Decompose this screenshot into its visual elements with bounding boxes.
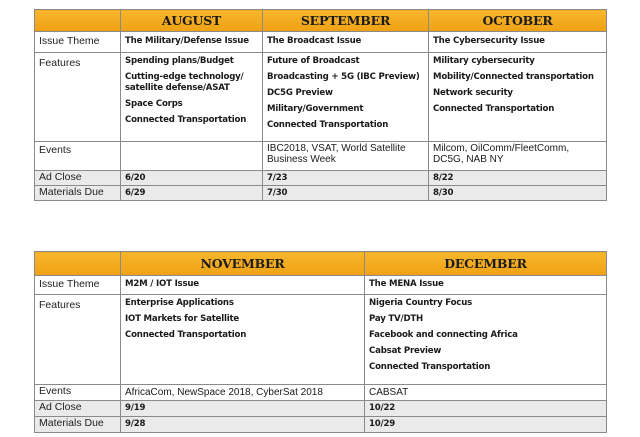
feature-item: Military/Government bbox=[267, 104, 364, 114]
features-october: Military cybersecurity Mobility/Connecte… bbox=[428, 52, 607, 142]
events-row: Events IBC2018, VSAT, World Satellite Bu… bbox=[34, 141, 607, 171]
features-december: Nigeria Country Focus Pay TV/DTH Faceboo… bbox=[364, 294, 607, 385]
materials-due-august: 6/29 bbox=[120, 185, 263, 201]
feature-item: Space Corps bbox=[125, 99, 183, 109]
features-september: Future of Broadcast Broadcasting + 5G (I… bbox=[262, 52, 429, 142]
feature-item: Future of Broadcast bbox=[267, 56, 360, 66]
month-header-september: SEPTEMBER bbox=[262, 9, 429, 32]
events-november: AfricaCom, NewSpace 2018, CyberSat 2018 bbox=[120, 384, 365, 401]
issue-theme-october: The Cybersecurity Issue bbox=[428, 31, 607, 53]
row-label-features: Features bbox=[34, 52, 121, 142]
issue-theme-august: The Military/Defense Issue bbox=[120, 31, 263, 53]
ad-close-october: 8/22 bbox=[428, 170, 607, 186]
row-label-ad-close: Ad Close bbox=[34, 400, 121, 417]
feature-item: Connected Transportation bbox=[125, 330, 247, 340]
feature-item: DC5G Preview bbox=[267, 88, 333, 98]
row-label-ad-close: Ad Close bbox=[34, 170, 121, 186]
features-november: Enterprise Applications IOT Markets for … bbox=[120, 294, 365, 385]
month-header-november: NOVEMBER bbox=[120, 251, 365, 276]
materials-due-october: 8/30 bbox=[428, 185, 607, 201]
issue-theme-september: The Broadcast Issue bbox=[262, 31, 429, 53]
month-header-december: DECEMBER bbox=[364, 251, 607, 276]
features-row: Features Spending plans/Budget Cutting-e… bbox=[34, 52, 607, 142]
feature-item: Broadcasting + 5G (IBC Preview) bbox=[267, 72, 420, 82]
feature-item: Connected Transportation bbox=[267, 120, 389, 130]
features-august: Spending plans/Budget Cutting-edge techn… bbox=[120, 52, 263, 142]
row-label-issue-theme: Issue Theme bbox=[34, 275, 121, 295]
feature-item: Connected Transportation bbox=[125, 115, 247, 125]
issue-theme-row: Issue Theme The Military/Defense Issue T… bbox=[34, 31, 607, 53]
feature-item: IOT Markets for Satellite bbox=[125, 314, 240, 324]
materials-due-november: 9/28 bbox=[120, 416, 365, 433]
materials-due-row: Materials Due 6/29 7/30 8/30 bbox=[34, 185, 607, 201]
row-label-events: Events bbox=[34, 384, 121, 401]
feature-item: Facebook and connecting Africa bbox=[369, 330, 518, 340]
row-label-materials-due: Materials Due bbox=[34, 185, 121, 201]
materials-due-september: 7/30 bbox=[262, 185, 429, 201]
issue-theme-row: Issue Theme M2M / IOT Issue The MENA Iss… bbox=[34, 275, 607, 295]
ad-close-december: 10/22 bbox=[364, 400, 607, 417]
feature-item: Connected Transportation bbox=[433, 104, 555, 114]
schedule-table-nov-dec: NOVEMBER DECEMBER Issue Theme M2M / IOT … bbox=[34, 251, 607, 433]
materials-due-row: Materials Due 9/28 10/29 bbox=[34, 416, 607, 433]
events-row: Events AfricaCom, NewSpace 2018, CyberSa… bbox=[34, 384, 607, 401]
feature-item: Connected Transportation bbox=[369, 362, 491, 372]
feature-item: Enterprise Applications bbox=[125, 298, 234, 308]
schedule-table-aug-oct: AUGUST SEPTEMBER OCTOBER Issue Theme The… bbox=[34, 9, 607, 201]
row-label-features: Features bbox=[34, 294, 121, 385]
header-row: NOVEMBER DECEMBER bbox=[34, 251, 607, 276]
features-row: Features Enterprise Applications IOT Mar… bbox=[34, 294, 607, 385]
feature-item: Mobility/Connected transportation bbox=[433, 72, 594, 82]
header-row: AUGUST SEPTEMBER OCTOBER bbox=[34, 9, 607, 32]
row-label-materials-due: Materials Due bbox=[34, 416, 121, 433]
row-label-issue-theme: Issue Theme bbox=[34, 31, 121, 53]
feature-item: Military cybersecurity bbox=[433, 56, 535, 66]
feature-item: Cutting-edge technology/ satellite defen… bbox=[125, 72, 244, 93]
events-august bbox=[120, 141, 263, 171]
issue-theme-december: The MENA Issue bbox=[364, 275, 607, 295]
events-september: IBC2018, VSAT, World Satellite Business … bbox=[262, 141, 429, 171]
events-december: CABSAT bbox=[364, 384, 607, 401]
month-header-august: AUGUST bbox=[120, 9, 263, 32]
materials-due-december: 10/29 bbox=[364, 416, 607, 433]
feature-item: Cabsat Preview bbox=[369, 346, 442, 356]
ad-close-august: 6/20 bbox=[120, 170, 263, 186]
events-october: Milcom, OilComm/FleetComm, DC5G, NAB NY bbox=[428, 141, 607, 171]
ad-close-row: Ad Close 6/20 7/23 8/22 bbox=[34, 170, 607, 186]
header-blank-cell bbox=[34, 251, 121, 276]
ad-close-september: 7/23 bbox=[262, 170, 429, 186]
issue-theme-november: M2M / IOT Issue bbox=[120, 275, 365, 295]
feature-item: Network security bbox=[433, 88, 513, 98]
row-label-events: Events bbox=[34, 141, 121, 171]
feature-item: Nigeria Country Focus bbox=[369, 298, 473, 308]
feature-item: Spending plans/Budget bbox=[125, 56, 234, 66]
month-header-october: OCTOBER bbox=[428, 9, 607, 32]
ad-close-november: 9/19 bbox=[120, 400, 365, 417]
ad-close-row: Ad Close 9/19 10/22 bbox=[34, 400, 607, 417]
header-blank-cell bbox=[34, 9, 121, 32]
feature-item: Pay TV/DTH bbox=[369, 314, 424, 324]
